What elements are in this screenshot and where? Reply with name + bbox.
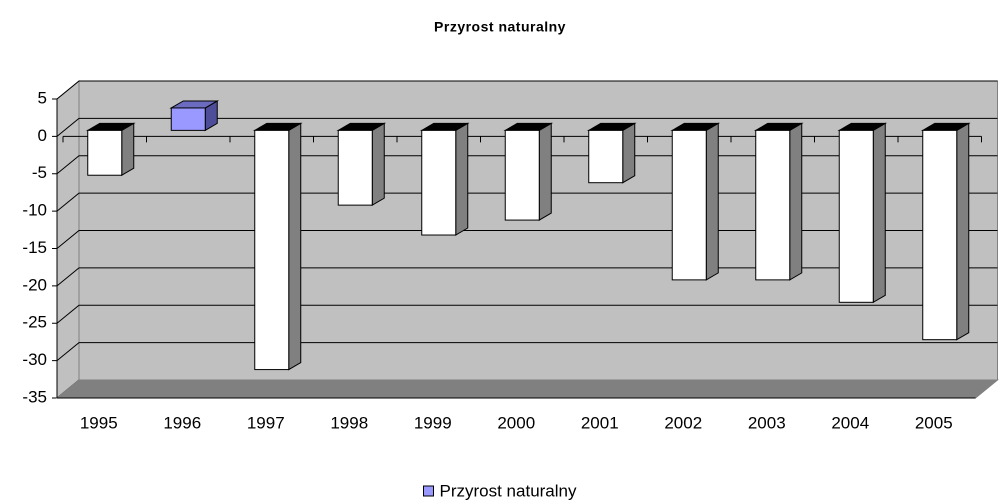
bar <box>337 129 373 206</box>
x-tick-label: 2001 <box>581 413 619 432</box>
y-tick-label: -5 <box>32 163 47 182</box>
chart-title: Przyrost naturalny <box>434 19 566 35</box>
bar-side <box>956 122 970 341</box>
bar <box>588 129 624 184</box>
grid-line <box>56 117 998 137</box>
bar <box>87 129 123 176</box>
bar <box>421 129 457 236</box>
x-tick-label: 1998 <box>330 413 368 432</box>
floor <box>55 379 999 399</box>
bar-side <box>872 122 886 304</box>
bar <box>170 107 206 131</box>
legend-label: Przyrost naturalny <box>440 481 577 500</box>
x-tick-label: 2004 <box>831 413 869 432</box>
y-tick-label: -35 <box>22 387 47 406</box>
bar-side <box>622 122 636 184</box>
x-tick-label: 2003 <box>748 413 786 432</box>
grid-line <box>56 342 998 362</box>
bar-side <box>121 122 135 177</box>
bar <box>504 129 540 221</box>
bar <box>254 129 290 371</box>
y-tick-label: 5 <box>38 88 47 107</box>
grid-line <box>56 304 998 324</box>
grid-line <box>56 80 998 100</box>
bar-side <box>455 122 469 236</box>
legend-swatch <box>423 485 434 497</box>
bar-side <box>288 122 302 371</box>
y-tick-label: -15 <box>22 238 47 257</box>
x-tick-label: 2000 <box>497 413 535 432</box>
bar <box>671 129 707 281</box>
bar-side <box>371 122 385 206</box>
x-tick-label: 2002 <box>664 413 702 432</box>
bar-side <box>705 122 719 281</box>
bar <box>838 129 874 303</box>
y-tick-label: 0 <box>38 126 47 145</box>
y-tick-label: -10 <box>22 201 47 220</box>
bar <box>755 129 791 281</box>
bar-side <box>538 122 552 221</box>
x-tick-label: 2005 <box>915 413 953 432</box>
x-tick-label: 1997 <box>247 413 285 432</box>
x-tick-label: 1999 <box>414 413 452 432</box>
x-tick-label: 1996 <box>163 413 201 432</box>
bar-side <box>789 122 803 281</box>
y-tick-label: -20 <box>22 275 47 294</box>
bar <box>922 129 958 341</box>
y-tick-label: -25 <box>22 313 47 332</box>
y-tick-label: -30 <box>22 350 47 369</box>
x-tick-label: 1995 <box>80 413 118 432</box>
